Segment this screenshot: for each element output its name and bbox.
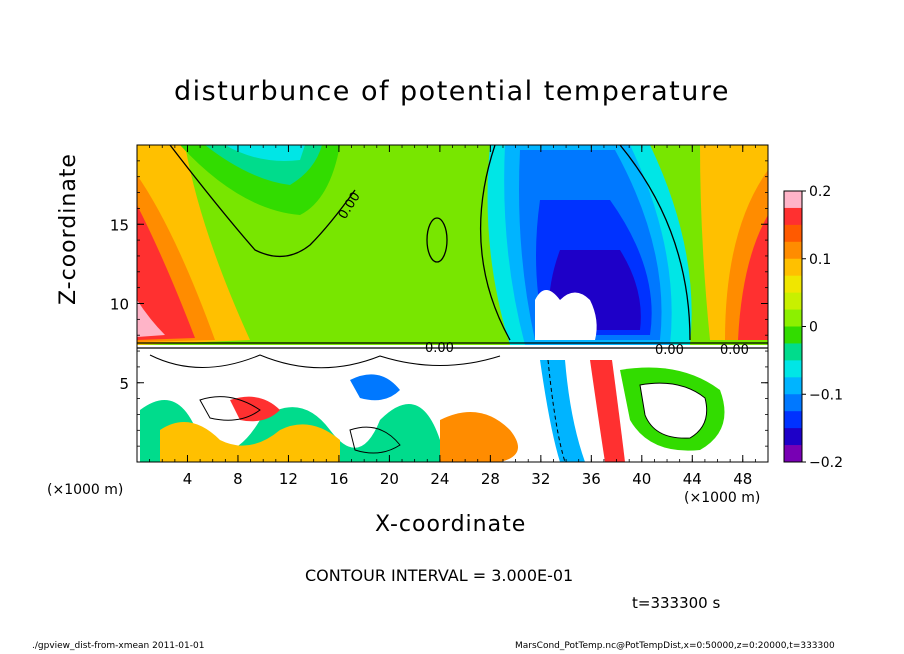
x-tick-label: 12 (279, 470, 298, 488)
x-tick-label: 4 (183, 470, 193, 488)
field-layer (137, 145, 768, 462)
plume-stem-left (540, 360, 585, 462)
x-tick-label: 48 (733, 470, 752, 488)
contour-closed-upper (426, 217, 448, 263)
contour-zero-plume-right (619, 145, 691, 341)
lower-cold-spot (350, 374, 400, 401)
contour-lower-right (639, 382, 708, 439)
x-tick-label: 32 (531, 470, 550, 488)
x-tick-label: 44 (683, 470, 702, 488)
colorbar-swatch (784, 343, 802, 361)
warm-region-right-core (738, 215, 768, 340)
contour-zero-plume-left (479, 145, 511, 341)
contour-interval-note: CONTOUR INTERVAL = 3.000E-01 (305, 566, 574, 585)
y-axis: 5 10 15 (110, 160, 768, 447)
colorbar-swatch (784, 411, 802, 429)
colorbar-swatch (784, 394, 802, 412)
time-note: t=333300 s (632, 594, 721, 612)
colorbar-tick-label: −0.2 (809, 455, 843, 471)
footer-right: MarsCond_PotTemp.nc@PotTempDist,x=0:5000… (515, 641, 835, 651)
footer-left: ./gpview_dist-from-xmean 2011-01-01 (32, 641, 205, 651)
x-tick-label: 24 (430, 470, 449, 488)
colorbar-swatch (784, 292, 802, 311)
colorbar-tick-label: 0 (809, 320, 818, 336)
x-axis-label: X-coordinate (375, 512, 527, 537)
y-tick-label: 10 (110, 296, 129, 314)
y-axis-label: Z-coordinate (56, 153, 81, 305)
contour-turbulent-2 (199, 396, 261, 421)
contour-label: 0.00 (655, 343, 684, 358)
lower-mid-warm (440, 412, 518, 462)
warm-region-left-peak (137, 300, 165, 337)
x-unit-left: (×1000 m) (47, 482, 124, 498)
x-tick-label: 16 (329, 470, 348, 488)
cool-patch-top-core (225, 145, 305, 161)
contour-label: 0.00 (720, 343, 749, 358)
y-tick-label: 5 (119, 375, 129, 393)
contour-turbulent-1 (149, 354, 501, 369)
lower-warm-spot (230, 396, 280, 422)
contour-turbulent-3 (349, 426, 401, 454)
colorbar-swatch (784, 377, 802, 395)
colorbar-swatch (784, 207, 802, 226)
colorbar-swatch (784, 309, 802, 327)
colorbar-swatch (784, 191, 802, 209)
colorbar-swatch (784, 275, 802, 294)
x-tick-label: 28 (481, 470, 500, 488)
colorbar-swatch (784, 241, 802, 260)
warm-region-left-core (137, 205, 195, 340)
colorbar-swatch (784, 326, 802, 344)
colorbar-swatch (784, 445, 802, 463)
lower-right-blank (640, 383, 707, 439)
colorbar-tick-label: −0.1 (809, 387, 843, 403)
colorbar-tick-label: 0.2 (809, 184, 831, 200)
colorbar-swatch (784, 258, 802, 277)
x-unit-right: (×1000 m) (684, 490, 761, 506)
cold-plume-blank (535, 290, 597, 340)
colorbar-swatch (784, 224, 802, 243)
chart-title: disturbunce of potential temperature (174, 76, 730, 107)
x-axis: 4 8 12 16 20 24 28 32 36 40 44 48 (149, 145, 756, 488)
lower-warm-band (160, 422, 340, 462)
x-tick-label: 20 (380, 470, 399, 488)
contour-plume-stem (547, 359, 566, 462)
colorbar-swatch (784, 428, 802, 446)
contour-zero-upper-left (169, 145, 356, 257)
x-tick-label: 36 (582, 470, 601, 488)
colorbar: 0.2 0.1 0 −0.1 −0.2 (783, 184, 843, 471)
contour-label: 0.00 (425, 341, 454, 356)
colorbar-swatch (784, 360, 802, 378)
x-tick-label: 40 (632, 470, 651, 488)
colorbar-tick-label: 0.1 (809, 252, 831, 268)
y-tick-label: 15 (110, 216, 129, 234)
x-tick-label: 8 (233, 470, 243, 488)
plume-stem-right (590, 360, 625, 462)
